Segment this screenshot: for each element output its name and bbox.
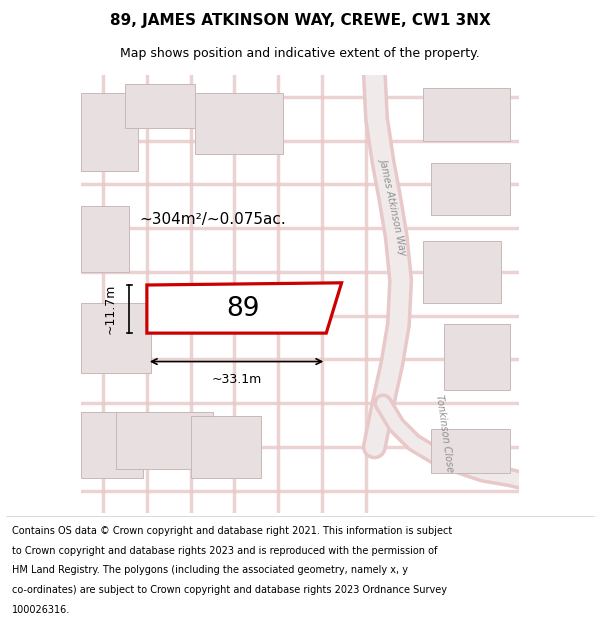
Text: James Atkinson Way: James Atkinson Way	[379, 157, 409, 256]
Text: co-ordinates) are subject to Crown copyright and database rights 2023 Ordnance S: co-ordinates) are subject to Crown copyr…	[12, 585, 447, 595]
Bar	[422, 88, 510, 141]
Bar	[81, 206, 130, 272]
Bar	[191, 416, 260, 478]
Text: ~33.1m: ~33.1m	[211, 372, 262, 386]
Text: 100026316.: 100026316.	[12, 605, 70, 615]
Bar	[81, 302, 151, 372]
Text: Tonkinson Close: Tonkinson Close	[434, 394, 455, 473]
Bar	[116, 412, 212, 469]
Text: ~11.7m: ~11.7m	[103, 284, 116, 334]
Text: Contains OS data © Crown copyright and database right 2021. This information is : Contains OS data © Crown copyright and d…	[12, 526, 452, 536]
Polygon shape	[147, 282, 341, 333]
Text: ~304m²/~0.075ac.: ~304m²/~0.075ac.	[139, 212, 286, 227]
Text: to Crown copyright and database rights 2023 and is reproduced with the permissio: to Crown copyright and database rights 2…	[12, 546, 437, 556]
Text: Map shows position and indicative extent of the property.: Map shows position and indicative extent…	[120, 48, 480, 61]
Text: HM Land Registry. The polygons (including the associated geometry, namely x, y: HM Land Registry. The polygons (includin…	[12, 566, 408, 576]
Bar	[431, 429, 510, 473]
Text: 89, JAMES ATKINSON WAY, CREWE, CW1 3NX: 89, JAMES ATKINSON WAY, CREWE, CW1 3NX	[110, 14, 490, 29]
Bar	[125, 84, 195, 127]
Bar	[422, 241, 501, 302]
Text: 89: 89	[226, 296, 260, 322]
Bar	[445, 324, 510, 390]
Bar	[195, 92, 283, 154]
Bar	[431, 162, 510, 215]
Bar	[81, 92, 138, 171]
Bar	[81, 412, 143, 478]
